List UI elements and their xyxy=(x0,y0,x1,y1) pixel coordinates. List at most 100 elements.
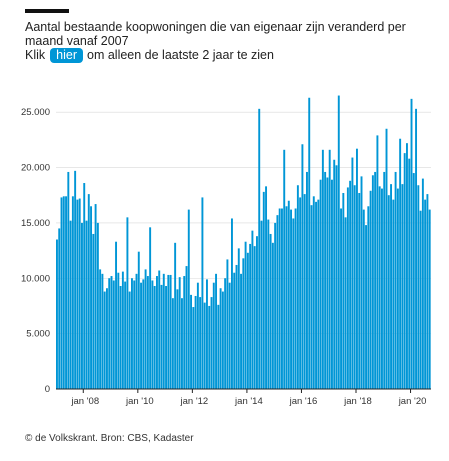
bar xyxy=(131,278,133,389)
bar xyxy=(56,239,58,389)
bar xyxy=(133,280,136,389)
x-tick-label: jan '20 xyxy=(398,396,427,407)
bar xyxy=(242,258,245,389)
bar xyxy=(346,187,349,389)
bar xyxy=(303,194,306,389)
bar xyxy=(269,233,272,389)
bar xyxy=(312,196,315,389)
bar xyxy=(410,98,413,390)
bar xyxy=(356,148,358,389)
bar xyxy=(194,295,197,389)
bar xyxy=(244,241,247,389)
bar xyxy=(156,276,158,389)
bar xyxy=(256,236,258,389)
bar xyxy=(219,288,222,389)
bar xyxy=(412,173,415,389)
bar xyxy=(206,279,208,389)
bar xyxy=(374,171,377,389)
bar xyxy=(251,230,254,389)
bar xyxy=(212,282,215,389)
y-tick-label: 20.000 xyxy=(21,163,50,174)
bar xyxy=(115,241,118,389)
bar xyxy=(71,196,74,389)
bar xyxy=(428,209,431,389)
bar xyxy=(110,276,113,389)
bar xyxy=(62,196,65,389)
bar xyxy=(301,144,304,389)
bar xyxy=(106,288,108,389)
last-two-years-button[interactable]: hier xyxy=(50,48,83,63)
bar xyxy=(249,243,252,389)
bar xyxy=(310,205,313,389)
bar xyxy=(274,222,277,389)
bar xyxy=(226,259,229,389)
bar xyxy=(190,294,193,389)
source-credit: © de Volkskrant. Bron: CBS, Kadaster xyxy=(25,433,194,444)
bar xyxy=(158,270,161,389)
bar xyxy=(271,242,274,389)
bar xyxy=(335,165,338,389)
subtitle-suffix: om alleen de laatste 2 jaar te zien xyxy=(87,48,274,62)
bar xyxy=(426,194,429,389)
bar xyxy=(342,192,345,389)
bar xyxy=(331,179,333,389)
y-axis-ticks: 0 5.000 10.000 15.000 20.000 25.000 xyxy=(21,107,50,395)
bar xyxy=(94,204,97,389)
bar xyxy=(224,278,227,389)
bar xyxy=(112,280,115,389)
bar xyxy=(324,171,327,389)
y-tick-label: 10.000 xyxy=(21,273,50,284)
bar xyxy=(176,289,179,389)
bar xyxy=(117,272,120,389)
bar xyxy=(419,210,422,389)
bar xyxy=(396,188,399,389)
bar xyxy=(235,264,238,389)
bar xyxy=(67,171,70,389)
bar xyxy=(203,302,206,389)
bar xyxy=(58,228,61,389)
bar xyxy=(308,97,311,389)
bar xyxy=(167,274,170,389)
bar xyxy=(408,158,411,389)
x-axis-ticks: jan '08 jan '10 jan '12 jan '14 jan '16 jan '… xyxy=(70,389,426,407)
bar xyxy=(126,217,129,389)
bar xyxy=(333,159,336,389)
bar xyxy=(181,298,183,389)
bar xyxy=(296,185,299,389)
bar xyxy=(187,209,190,389)
bar xyxy=(326,177,329,389)
bar xyxy=(162,273,165,389)
bar xyxy=(253,246,256,389)
bar xyxy=(83,183,86,389)
chart-title: Aantal bestaande koopwoningen die van ei… xyxy=(25,20,406,48)
bar xyxy=(317,199,320,389)
bar xyxy=(315,201,318,389)
bar xyxy=(406,143,408,389)
bar xyxy=(90,206,93,389)
bar xyxy=(192,307,195,389)
bar xyxy=(328,149,331,389)
bar xyxy=(376,135,379,389)
bar xyxy=(96,222,99,389)
bar xyxy=(201,197,204,389)
bar xyxy=(358,192,361,389)
bar xyxy=(128,291,131,389)
x-tick-label: jan '16 xyxy=(289,396,318,407)
bar xyxy=(124,281,127,389)
bar xyxy=(306,171,308,389)
x-tick-label: jan '10 xyxy=(125,396,154,407)
bar xyxy=(87,194,90,389)
bar xyxy=(401,184,404,389)
bar xyxy=(231,218,233,389)
bar xyxy=(78,198,81,389)
bar xyxy=(260,220,263,389)
bar xyxy=(199,297,202,389)
bar xyxy=(146,276,149,389)
bar xyxy=(394,171,397,389)
bar xyxy=(165,286,168,389)
bar xyxy=(360,176,363,389)
subtitle-prefix: Klik xyxy=(25,48,46,62)
bar xyxy=(153,286,156,389)
y-tick-label: 0 xyxy=(45,384,50,395)
